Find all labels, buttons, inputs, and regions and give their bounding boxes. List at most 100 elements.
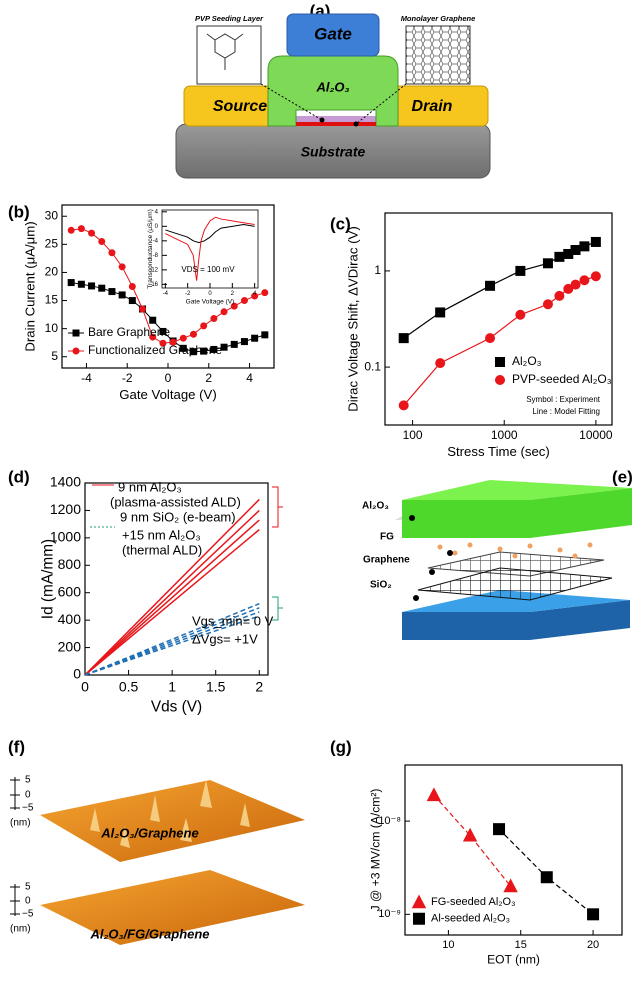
x-tick-label: 20	[587, 939, 599, 951]
panel-label: (d)	[8, 467, 30, 486]
scale-tick: −5	[22, 909, 34, 920]
marker	[179, 334, 187, 342]
marker	[554, 251, 565, 262]
marker	[435, 307, 446, 318]
seeding-layer	[296, 116, 376, 126]
marker	[98, 284, 106, 292]
y-tick-label: -16	[149, 282, 158, 288]
bracket	[272, 596, 283, 621]
x-tick-label: 1.5	[206, 678, 226, 694]
marker	[230, 340, 238, 348]
molecule-inset	[196, 25, 262, 85]
layer-label: FG	[380, 532, 394, 543]
x-tick-label: 2	[255, 678, 263, 694]
legend-marker	[413, 912, 425, 925]
y-tick-label: 0	[73, 666, 81, 682]
marker	[515, 309, 526, 320]
x-tick-label: 0	[81, 678, 89, 694]
annotation: Vgs_min= 0 V	[192, 613, 274, 628]
x-tick-label: 100	[403, 428, 423, 442]
marker	[579, 241, 590, 252]
x-tick-label: 0.5	[119, 678, 139, 694]
marker	[88, 282, 96, 290]
y-tick-label: 800	[58, 556, 82, 572]
y-tick-label: 600	[58, 583, 82, 599]
scale-tick: 0	[25, 790, 31, 801]
marker	[563, 283, 574, 294]
marker	[579, 275, 590, 286]
y-tick-label: 0.1	[364, 359, 381, 373]
legend-label: Al₂O₃	[512, 354, 542, 368]
legend-marker	[495, 357, 505, 367]
scale-tick: −5	[22, 803, 34, 814]
marker	[88, 229, 96, 237]
y-tick-label: 25	[45, 237, 59, 251]
pointer-dot	[319, 117, 325, 123]
marker	[108, 249, 116, 257]
marker	[240, 338, 248, 346]
y-tick-label: 10	[45, 321, 59, 335]
graphene-channel	[296, 122, 376, 126]
marker	[159, 327, 167, 335]
molecule	[206, 33, 244, 70]
series-line	[84, 529, 260, 676]
marker	[149, 316, 157, 324]
y-axis-label: Transconductance (μS/μm)	[147, 209, 154, 289]
x-tick-label: -4	[81, 371, 92, 385]
panel-label: (b)	[8, 202, 30, 221]
series-line	[165, 216, 255, 281]
marker	[98, 238, 106, 246]
x-axis-label: Gate Voltage (V)	[119, 387, 217, 402]
y-tick-label: 4	[155, 209, 159, 215]
marker	[587, 908, 600, 921]
x-tick-label: 4	[246, 371, 253, 385]
marker	[485, 280, 496, 291]
x-tick-label: 10	[442, 939, 454, 951]
x-tick-label: 10000	[579, 428, 613, 442]
y-tick-label: 0	[155, 224, 159, 230]
marker	[230, 302, 238, 310]
y-tick-label: 1	[374, 263, 381, 277]
gate	[286, 13, 380, 57]
marker	[210, 345, 218, 353]
marker	[169, 338, 177, 346]
marker	[118, 263, 126, 271]
scale-tick: 0	[25, 896, 31, 907]
x-tick-label: -4	[163, 291, 169, 297]
plot-frame	[161, 209, 259, 289]
x-axis-label: Stress Time (sec)	[447, 444, 550, 459]
legend-marker	[411, 894, 427, 909]
series-line	[84, 498, 260, 676]
y-tick-label: 10⁻⁸	[378, 815, 401, 827]
y-tick-label: 200	[58, 638, 82, 654]
y-tick-label: -12	[149, 267, 158, 273]
legend-label: Al-seeded Al₂O₃	[431, 913, 510, 925]
marker	[118, 291, 126, 299]
x-tick-label: 4	[253, 291, 257, 297]
marker	[485, 333, 496, 344]
marker	[108, 288, 116, 296]
panel-label: (f)	[8, 737, 25, 756]
marker	[200, 347, 208, 355]
marker	[570, 244, 581, 255]
x-tick-label: -2	[122, 371, 133, 385]
series-line	[84, 607, 260, 676]
scale-unit: (nm)	[10, 924, 31, 935]
y-axis-label: Drain Current (μA/μm)	[22, 221, 37, 351]
image-caption: Al₂O₃/Graphene	[100, 825, 198, 840]
scale-tick: 5	[25, 882, 31, 893]
marker	[251, 334, 259, 342]
x-tick-label: 2	[231, 291, 235, 297]
marker	[149, 333, 157, 341]
panel-label: (g)	[330, 737, 352, 756]
drain-label: Drain	[412, 98, 453, 115]
oxide-label: Al₂O₃	[315, 79, 349, 94]
marker	[515, 265, 526, 276]
x-tick-label: 0	[165, 371, 172, 385]
series-line	[84, 611, 260, 676]
y-axis-label: J @ +3 MV/cm (A/cm²)	[369, 789, 383, 912]
marker	[189, 330, 197, 338]
x-tick-label: 2	[205, 371, 212, 385]
marker	[261, 289, 269, 297]
